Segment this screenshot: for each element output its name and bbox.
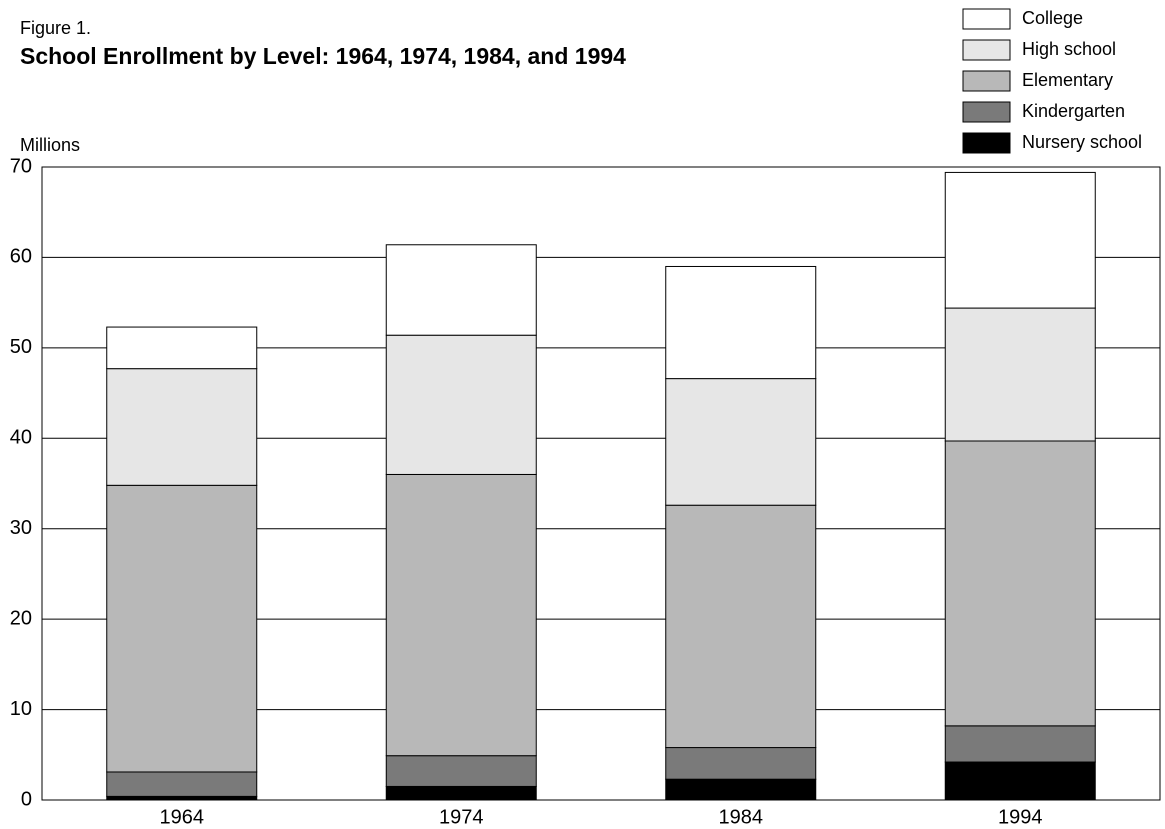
y-tick-label: 50: [10, 336, 32, 358]
y-tick-label: 0: [21, 788, 32, 810]
bar-segment: [665, 265, 817, 380]
legend-swatch: [962, 132, 1011, 154]
bar-segment: [665, 747, 817, 780]
x-tick-label: 1974: [439, 806, 484, 828]
bar-segment: [665, 378, 817, 506]
bar-segment: [106, 795, 258, 801]
legend-label: College: [1022, 8, 1083, 28]
bar-segment: [106, 326, 258, 370]
legend-label: Kindergarten: [1022, 101, 1125, 121]
chart-title: School Enrollment by Level: 1964, 1974, …: [20, 43, 626, 69]
x-tick-label: 1984: [719, 806, 764, 828]
bar-segment: [385, 755, 537, 787]
figure-label: Figure 1.: [20, 18, 91, 38]
bar-segment: [385, 785, 537, 801]
bar-segment: [665, 778, 817, 801]
bar-segment: [385, 473, 537, 757]
bar-segment: [106, 368, 258, 486]
bar-segment: [944, 440, 1096, 727]
bar-segment: [944, 725, 1096, 763]
y-tick-label: 60: [10, 246, 32, 268]
legend-label: Nursery school: [1022, 132, 1142, 152]
x-tick-label: 1994: [998, 806, 1043, 828]
plot-frame: [41, 166, 1161, 801]
bar-segment: [106, 484, 258, 773]
bar-segment: [385, 334, 537, 475]
bar-segment: [944, 761, 1096, 801]
legend-swatch: [962, 101, 1011, 123]
y-tick-label: 40: [10, 427, 32, 449]
y-tick-label: 30: [10, 517, 32, 539]
bar-segment: [665, 504, 817, 749]
legend-swatch: [962, 39, 1011, 61]
y-tick-label: 20: [10, 607, 32, 629]
bar-segment: [106, 771, 258, 797]
legend-swatch: [962, 70, 1011, 92]
bar-segment: [385, 244, 537, 336]
legend-swatch: [962, 8, 1011, 30]
y-tick-label: 10: [10, 698, 32, 720]
legend-label: Elementary: [1022, 70, 1113, 90]
x-tick-label: 1964: [160, 806, 205, 828]
bar-segment: [944, 307, 1096, 442]
y-tick-label: 70: [10, 155, 32, 177]
bar-segment: [944, 171, 1096, 309]
legend-label: High school: [1022, 39, 1116, 59]
y-axis-label: Millions: [20, 135, 80, 155]
